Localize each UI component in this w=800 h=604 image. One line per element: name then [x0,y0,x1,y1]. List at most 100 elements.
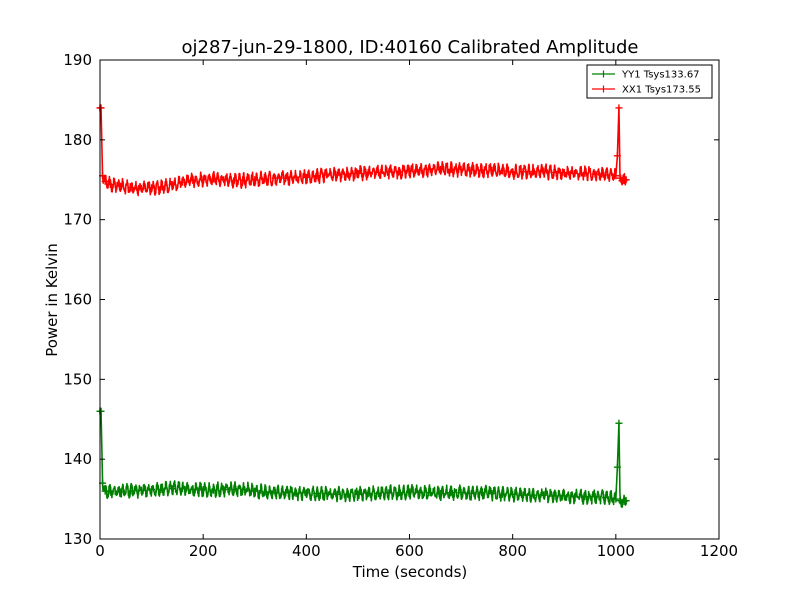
data-point [199,176,207,184]
y-tick-label: 190 [63,51,92,69]
y-tick-label: 170 [63,211,92,229]
data-point [199,486,207,494]
data-point [447,165,455,173]
data-point [158,183,166,191]
x-axis-label: Time (seconds) [352,563,468,581]
data-point [323,171,331,179]
data-point [416,489,424,497]
data-point [602,171,610,179]
data-point [498,167,506,175]
data-point [416,166,424,174]
data-point [344,170,352,178]
series-line-2 [99,104,627,197]
legend-label: XX1 Tsys173.55 [622,85,701,96]
data-point [622,176,630,184]
data-point [591,493,599,501]
plot-background [100,60,719,539]
data-point [498,490,506,498]
data-point [550,169,558,177]
data-point [509,490,517,498]
data-point [220,176,228,184]
data-point [529,491,537,499]
data-point [117,182,125,190]
data-point [613,463,621,471]
data-point [158,486,166,494]
data-point [529,168,537,176]
data-point [364,169,372,177]
data-point [560,492,568,500]
data-point [209,175,217,183]
data-point [457,489,465,497]
data-point [97,407,105,415]
axes: 0 200 400 600 800 1000 1200 130 140 150 160 170 180 1… [63,51,738,560]
data-point [354,490,362,498]
data-point [168,181,176,189]
data-point [220,486,228,494]
data-point [251,487,259,495]
data-point [344,490,352,498]
data-point [261,488,269,496]
x-tick-label: 1000 [597,542,635,560]
data-point [313,489,321,497]
data-point [292,489,300,497]
data-point [385,489,393,497]
data-point [230,486,238,494]
data-point [251,176,259,184]
data-point [550,492,558,500]
plot-area [96,60,719,539]
y-axis-label: Power in Kelvin [43,243,61,357]
data-point [292,173,300,181]
data-point [127,487,135,495]
data-point [509,168,517,176]
x-tick-label: 800 [498,542,527,560]
data-point [426,489,434,497]
data-point [333,490,341,498]
data-point [385,168,393,176]
data-point [261,175,269,183]
legend-item-1: YY1 Tsys133.67 [592,70,700,81]
data-point [436,489,444,497]
data-point [436,165,444,173]
data-point [447,489,455,497]
data-point [519,491,527,499]
data-point [395,168,403,176]
y-tick-label: 130 [63,530,92,548]
data-point [375,489,383,497]
data-point [354,169,362,177]
data-point [189,486,197,494]
data-point [230,177,238,185]
legend-label: YY1 Tsys133.67 [621,70,700,81]
data-point [148,486,156,494]
data-point [457,165,465,173]
y-tick-label: 160 [63,291,92,309]
y-tick-label: 180 [63,131,92,149]
data-point [106,487,114,495]
data-point [179,485,187,493]
data-point [179,178,187,186]
data-point [571,493,579,501]
data-point [615,104,623,112]
data-point [467,489,475,497]
data-point [406,488,413,496]
data-point [540,491,548,499]
data-point [282,174,290,182]
data-point [364,489,372,497]
data-point [519,168,527,176]
data-point [137,185,145,193]
data-point [101,177,109,185]
data-point [581,169,589,177]
data-point [148,184,156,192]
data-point [189,177,197,185]
data-point [602,493,610,501]
data-point [478,166,486,174]
data-point [622,497,630,505]
data-point [271,489,279,497]
data-point [240,177,248,185]
x-tick-label: 400 [292,542,321,560]
data-point [613,152,621,160]
data-point [571,169,579,177]
data-point [375,169,383,177]
data-point [271,174,279,182]
x-tick-label: 1200 [700,542,738,560]
